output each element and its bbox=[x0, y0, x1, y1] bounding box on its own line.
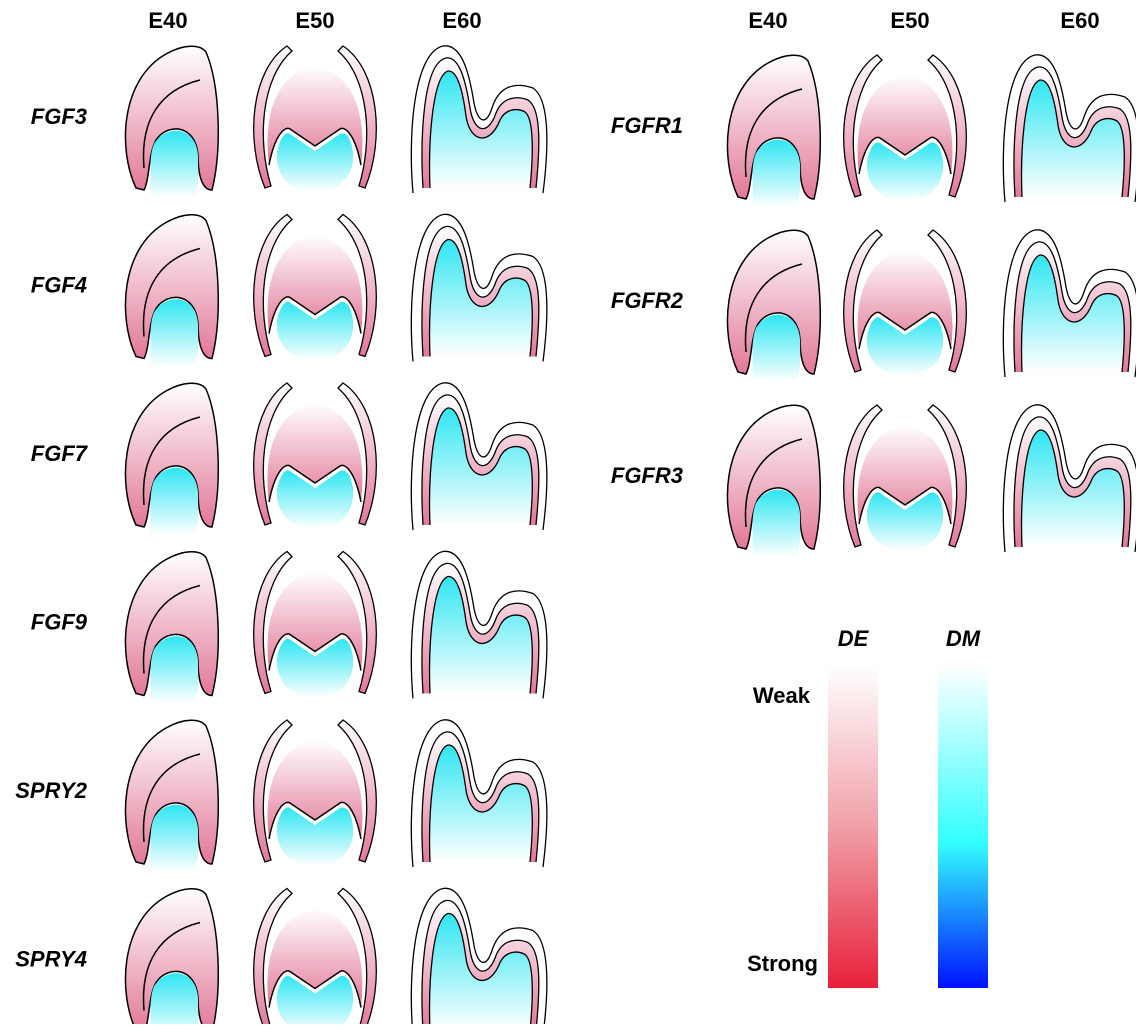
tooth-germ bbox=[254, 552, 377, 698]
tooth-germ bbox=[125, 889, 218, 1024]
gene-label: FGFR1 bbox=[611, 113, 683, 138]
gene-label: SPRY4 bbox=[15, 946, 87, 971]
tooth-germ bbox=[727, 55, 820, 207]
tooth-germ bbox=[1003, 230, 1136, 377]
gene-label: FGF3 bbox=[31, 104, 87, 129]
tooth-germ bbox=[125, 720, 218, 872]
stage-header: E50 bbox=[295, 8, 334, 33]
tooth-germ bbox=[844, 55, 967, 201]
gene-label: FGF9 bbox=[31, 609, 88, 634]
legend-strong: Strong bbox=[747, 951, 818, 976]
tooth-germ bbox=[411, 888, 547, 1024]
gene-label: FGFR3 bbox=[611, 463, 683, 488]
legend-weak: Weak bbox=[753, 683, 811, 708]
figure: DE DM Weak Strong E40 E50 E60 FGF3 FGF4 FGF7 F… bbox=[0, 0, 1136, 1024]
tooth-germ bbox=[254, 720, 377, 866]
stage-header: E60 bbox=[1060, 8, 1099, 33]
tooth-germ bbox=[125, 215, 218, 367]
tooth-germ bbox=[125, 552, 218, 704]
tooth-germ bbox=[254, 383, 377, 529]
gene-label: SPRY2 bbox=[15, 778, 88, 803]
gene-label: FGF4 bbox=[31, 272, 87, 297]
tooth-germ bbox=[254, 889, 377, 1025]
tooth-germ bbox=[411, 551, 547, 698]
legend-dm: DM bbox=[946, 626, 981, 651]
tooth-germ bbox=[1003, 405, 1136, 552]
tooth-germ bbox=[411, 720, 547, 867]
tooth-germ bbox=[125, 46, 218, 198]
stage-header: E40 bbox=[748, 8, 787, 33]
tooth-germ bbox=[844, 405, 967, 551]
tooth-germ bbox=[125, 383, 218, 535]
gene-label: FGFR2 bbox=[611, 288, 684, 313]
tooth-germ bbox=[411, 214, 547, 361]
stage-header: E60 bbox=[442, 8, 481, 33]
tooth-germ bbox=[727, 405, 820, 557]
tooth-germ bbox=[254, 46, 377, 192]
tooth-germ bbox=[411, 46, 547, 193]
dm-scale-bar bbox=[938, 665, 988, 988]
tooth-germ bbox=[254, 215, 377, 361]
tooth-germ bbox=[411, 383, 547, 530]
legend-de: DE bbox=[838, 626, 870, 651]
gene-label: FGF7 bbox=[31, 441, 89, 466]
de-scale-bar bbox=[828, 665, 878, 988]
tooth-germ bbox=[1003, 55, 1136, 202]
tooth-germ bbox=[844, 230, 967, 376]
stage-header: E40 bbox=[148, 8, 187, 33]
tooth-germ bbox=[727, 230, 820, 382]
stage-header: E50 bbox=[890, 8, 929, 33]
